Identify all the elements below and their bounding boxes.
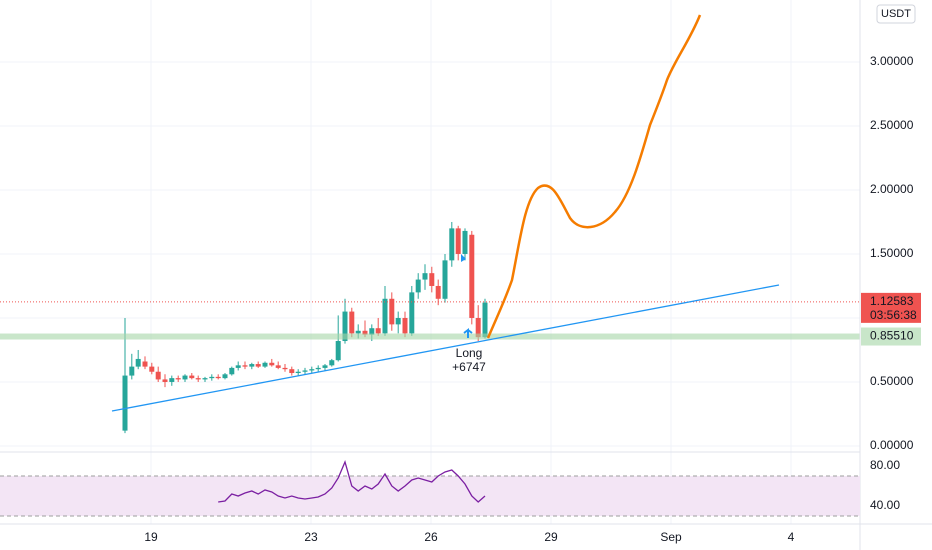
candle-body — [195, 378, 201, 380]
candle-body — [449, 228, 455, 261]
x-tick-label: 29 — [544, 530, 558, 544]
countdown: 03:56:38 — [870, 308, 917, 322]
candle-body — [149, 366, 155, 372]
candle-body — [375, 328, 381, 334]
candle-body — [382, 298, 388, 334]
candle-body — [129, 366, 135, 376]
candle-body — [275, 365, 281, 368]
candle-body — [295, 371, 301, 374]
candle-body — [422, 273, 428, 280]
currency: USDT — [881, 8, 911, 20]
level-label: 0.85510 — [870, 329, 914, 343]
candle-body — [122, 375, 128, 431]
candle-body — [189, 375, 195, 379]
x-tick-label: 26 — [424, 530, 438, 544]
x-tick-label: 23 — [304, 530, 318, 544]
current-price-box — [861, 292, 921, 323]
candle-body — [155, 371, 161, 380]
y-tick-label: 2.50000 — [870, 118, 914, 132]
level-band — [0, 333, 860, 340]
candle-body — [389, 298, 395, 325]
candle-body — [262, 362, 268, 367]
x-tick-label: 4 — [788, 530, 795, 544]
grid — [0, 0, 860, 524]
candle-body — [135, 358, 141, 367]
candle-body — [469, 234, 475, 318]
rsi-pane — [0, 460, 860, 517]
y-tick-label: 0.50000 — [870, 374, 914, 388]
y-tick-label: 0.00000 — [870, 438, 914, 452]
candle-body — [349, 311, 355, 334]
signal-arrow — [461, 254, 466, 262]
candle-body — [455, 228, 461, 254]
candle-body — [329, 360, 335, 366]
candle-body — [302, 370, 308, 372]
y-tick-label: 1.50000 — [870, 246, 914, 260]
candle-body — [142, 361, 148, 367]
candle-body — [342, 311, 348, 342]
x-tick-label: 19 — [144, 530, 158, 544]
candle-body — [395, 317, 401, 325]
candle-body — [202, 378, 208, 380]
candle-body — [362, 330, 368, 335]
candle-body — [409, 292, 415, 334]
candle-body — [322, 365, 328, 368]
candle-body — [222, 374, 228, 379]
candle-body — [335, 341, 341, 361]
candle-body — [235, 365, 241, 368]
current-price-label: 1.12583 — [870, 294, 914, 308]
currency-box — [876, 4, 916, 24]
candle-body — [309, 369, 315, 371]
candle-body — [229, 367, 235, 375]
candle-body — [175, 378, 181, 380]
trend-line — [111, 284, 780, 412]
candle-body — [169, 378, 175, 382]
projection-drawing — [486, 14, 702, 339]
rsi-band — [0, 476, 860, 516]
candle-body — [369, 328, 375, 335]
candle-body — [249, 364, 255, 367]
level-label-box — [861, 327, 921, 346]
axes: 19232629Sep40.000000.500001.000001.50000… — [144, 54, 921, 544]
candle-body — [475, 317, 481, 338]
x-tick-label: Sep — [660, 530, 682, 544]
candle-body — [435, 285, 441, 299]
candle-body — [429, 273, 435, 286]
annotation: +6747 — [452, 360, 486, 374]
rsi-tick-label: 40.00 — [870, 498, 900, 512]
long-arrow — [463, 328, 473, 338]
candle-body — [209, 376, 215, 379]
candle-body — [402, 317, 408, 334]
price-pane — [0, 221, 860, 434]
candle-body — [182, 375, 188, 380]
candle-body — [269, 362, 275, 366]
y-tick-label: 2.00000 — [870, 182, 914, 196]
candle-body — [289, 369, 295, 374]
candle-body — [242, 365, 248, 367]
candle-body — [355, 330, 361, 334]
candle-body — [215, 376, 221, 379]
annotation: Long — [456, 346, 483, 360]
candle-body — [442, 260, 448, 299]
candle-body — [415, 279, 421, 293]
y-tick-label: 3.00000 — [870, 54, 914, 68]
candle-body — [255, 364, 261, 367]
candle-body — [282, 367, 288, 370]
rsi-line — [218, 460, 486, 503]
candle-body — [162, 379, 168, 382]
candle-body — [482, 302, 488, 338]
candle-body — [315, 367, 321, 370]
candle-body — [462, 230, 468, 254]
rsi-tick-label: 80.00 — [870, 458, 900, 472]
